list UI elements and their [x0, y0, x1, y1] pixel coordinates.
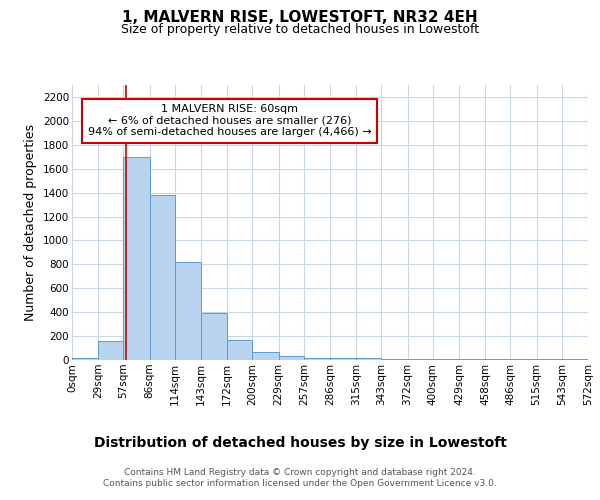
Text: Distribution of detached houses by size in Lowestoft: Distribution of detached houses by size … — [94, 436, 506, 450]
Text: 1 MALVERN RISE: 60sqm
← 6% of detached houses are smaller (276)
94% of semi-deta: 1 MALVERN RISE: 60sqm ← 6% of detached h… — [88, 104, 371, 138]
Bar — [253, 352, 278, 360]
Bar — [201, 314, 227, 360]
Bar — [278, 356, 304, 360]
Bar — [382, 359, 407, 360]
Bar — [149, 195, 175, 360]
Bar — [330, 358, 356, 360]
Bar — [72, 358, 98, 360]
Text: 1, MALVERN RISE, LOWESTOFT, NR32 4EH: 1, MALVERN RISE, LOWESTOFT, NR32 4EH — [122, 10, 478, 25]
Text: Size of property relative to detached houses in Lowestoft: Size of property relative to detached ho… — [121, 24, 479, 36]
Bar — [124, 156, 149, 360]
Y-axis label: Number of detached properties: Number of detached properties — [25, 124, 37, 321]
Text: Contains HM Land Registry data © Crown copyright and database right 2024.
Contai: Contains HM Land Registry data © Crown c… — [103, 468, 497, 487]
Bar — [98, 341, 124, 360]
Bar — [356, 358, 382, 360]
Bar — [304, 358, 330, 360]
Bar — [175, 262, 201, 360]
Bar — [227, 340, 253, 360]
